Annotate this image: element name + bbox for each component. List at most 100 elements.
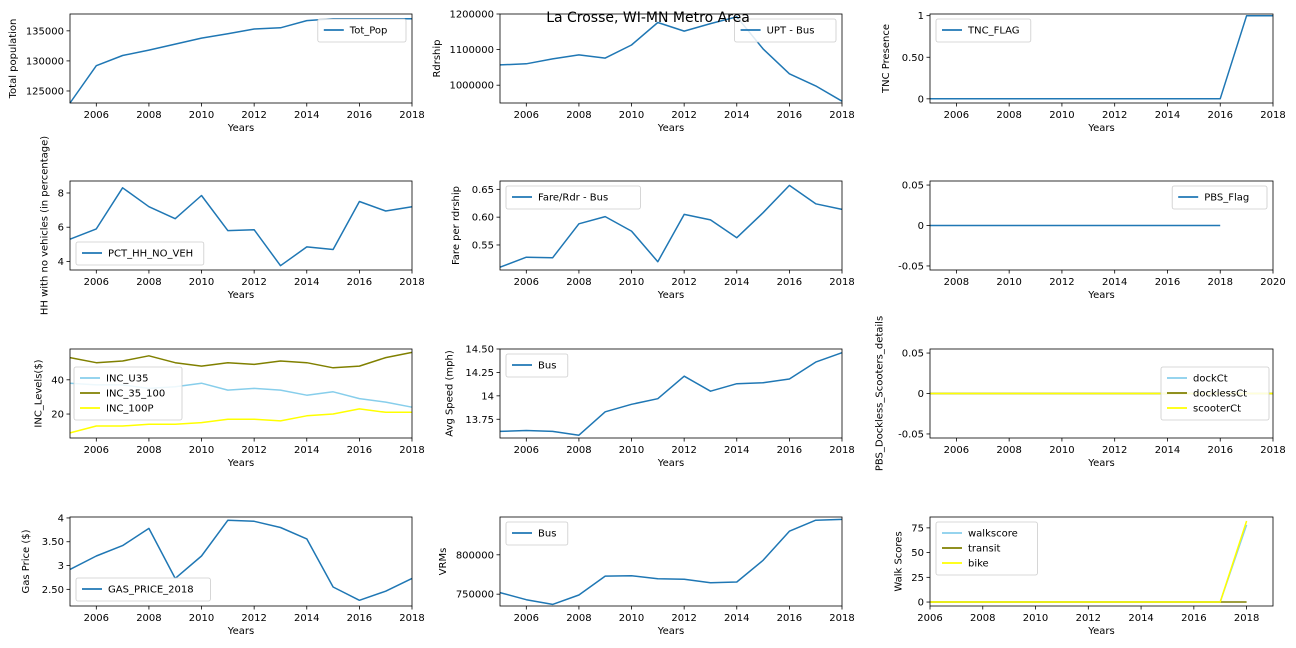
y-tick-label: 25	[911, 573, 924, 584]
y-axis-label: Walk Scores	[893, 531, 904, 591]
x-tick-label: 2018	[399, 277, 424, 288]
series-line-p3-0	[69, 187, 413, 267]
legend-label: Fare/Rdr - Bus	[538, 193, 608, 204]
x-tick-label: 2014	[724, 110, 749, 121]
axes-frame	[69, 180, 413, 271]
legend: PCT_HH_NO_VEH	[75, 241, 205, 266]
x-axis-label: Years	[1087, 626, 1114, 637]
subplot-p11: 2006 2008 2010 2012 2014 2016 2018 0 25 50 75 Years…	[893, 516, 1274, 637]
x-tick-label: 2010	[189, 277, 214, 288]
series-line-p10-0	[499, 518, 843, 606]
x-tick-label: 2010	[1049, 445, 1074, 456]
x-tick-label: 2008	[566, 277, 591, 288]
legend-label: dockCt	[1193, 374, 1228, 385]
x-tick-label: 2018	[399, 613, 424, 624]
y-axis-label: TNC Presence	[881, 24, 892, 94]
series-line-p6-1	[69, 351, 413, 369]
x-tick-label: 2010	[619, 613, 644, 624]
legend-frame	[75, 577, 211, 602]
x-tick-label: 2016	[347, 613, 372, 624]
x-tick-label: 2012	[671, 277, 696, 288]
x-tick-label: 2006	[84, 613, 109, 624]
series-line-p4-0	[499, 184, 843, 268]
x-tick-label: 2006	[944, 445, 969, 456]
y-tick-label: 50	[911, 548, 924, 559]
y-axis-label: PBS_Dockless_Scooters_details	[875, 316, 886, 471]
y-tick-label: 1000000	[449, 81, 494, 92]
x-tick-label: 2010	[619, 110, 644, 121]
y-tick-label: 0	[918, 389, 924, 400]
x-tick-label: 2016	[1155, 277, 1180, 288]
y-tick-label: 1100000	[449, 45, 494, 56]
x-tick-label: 2018	[829, 110, 854, 121]
x-tick-label: 2008	[566, 110, 591, 121]
x-tick-label: 2018	[829, 613, 854, 624]
series-line-p9-0	[69, 519, 413, 602]
x-tick-label: 2012	[671, 445, 696, 456]
x-tick-label: 2012	[241, 445, 266, 456]
legend-frame	[73, 366, 183, 421]
subplot-p6: 2006 2008 2010 2012 2014 2016 2018 20 40 Years INC…	[33, 348, 425, 469]
x-tick-label: 2006	[514, 613, 539, 624]
x-tick-label: 2014	[1128, 613, 1153, 624]
y-tick-label: 0.55	[472, 240, 494, 251]
x-tick-label: 2008	[136, 110, 161, 121]
subplot-p9: 2006 2008 2010 2012 2014 2016 2018 2.50 3 3.50 4 Ye…	[21, 513, 425, 637]
x-tick-label: 2006	[514, 277, 539, 288]
x-tick-label: 2010	[1023, 613, 1048, 624]
x-tick-label: 2018	[829, 277, 854, 288]
legend-label: INC_U35	[106, 374, 148, 385]
x-tick-label: 2018	[399, 110, 424, 121]
y-tick-label: 4	[58, 257, 64, 268]
y-axis-label: Avg Speed (mph)	[445, 350, 456, 437]
x-axis-label: Years	[1087, 123, 1114, 134]
x-tick-label: 2006	[944, 110, 969, 121]
x-tick-label: 2016	[777, 277, 802, 288]
x-tick-label: 2012	[241, 110, 266, 121]
x-tick-label: 2018	[829, 445, 854, 456]
x-axis-label: Years	[1087, 458, 1114, 469]
subplot-p1: 2006 2008 2010 2012 2014 2016 2018 1000000 11000…	[432, 10, 855, 135]
x-tick-label: 2010	[619, 445, 644, 456]
x-tick-label: 2008	[136, 445, 161, 456]
x-tick-label: 2012	[1102, 110, 1127, 121]
subplot-p8: 2006 2008 2010 2012 2014 2016 2018 -0.05 0 0.05 Ye…	[875, 316, 1286, 471]
y-tick-label: 0	[918, 221, 924, 232]
legend-frame	[317, 18, 407, 43]
x-tick-label: 2014	[1155, 110, 1180, 121]
legend-frame	[505, 353, 569, 378]
x-tick-label: 2008	[136, 277, 161, 288]
x-tick-label: 2016	[777, 110, 802, 121]
x-tick-label: 2008	[136, 613, 161, 624]
y-tick-label: 1200000	[449, 10, 494, 21]
legend-label: TNC_FLAG	[967, 26, 1020, 37]
y-axis-label: Rdrship	[432, 39, 443, 77]
y-tick-label: 3	[58, 561, 64, 572]
x-tick-label: 2012	[1076, 613, 1101, 624]
x-tick-label: 2016	[347, 110, 372, 121]
legend-frame	[1171, 185, 1268, 210]
x-axis-label: Years	[227, 458, 254, 469]
y-tick-label: 800000	[456, 550, 494, 561]
x-tick-label: 2008	[566, 613, 591, 624]
y-axis-label: HH with no vehicles (in percentage)	[40, 136, 51, 315]
legend-label: INC_35_100	[106, 389, 165, 400]
x-tick-label: 2006	[917, 613, 942, 624]
x-tick-label: 2014	[294, 277, 319, 288]
y-tick-label: 13.75	[465, 415, 494, 426]
y-tick-label: 135000	[26, 26, 64, 37]
x-axis-label: Years	[227, 123, 254, 134]
x-tick-label: 2016	[777, 613, 802, 624]
x-tick-label: 2012	[241, 277, 266, 288]
x-tick-label: 2014	[294, 613, 319, 624]
y-tick-label: 6	[58, 223, 64, 234]
x-tick-label: 2006	[84, 110, 109, 121]
x-tick-label: 2006	[84, 445, 109, 456]
legend-label: walkscore	[968, 529, 1018, 540]
subplot-p3: 2006 2008 2010 2012 2014 2016 2018 4 6 8 Years HH w…	[40, 136, 425, 315]
y-tick-label: 14	[481, 391, 494, 402]
x-axis-label: Years	[227, 290, 254, 301]
legend-label: Bus	[538, 529, 556, 540]
y-axis-label: Total population	[8, 19, 19, 100]
axes-frame	[69, 13, 413, 104]
